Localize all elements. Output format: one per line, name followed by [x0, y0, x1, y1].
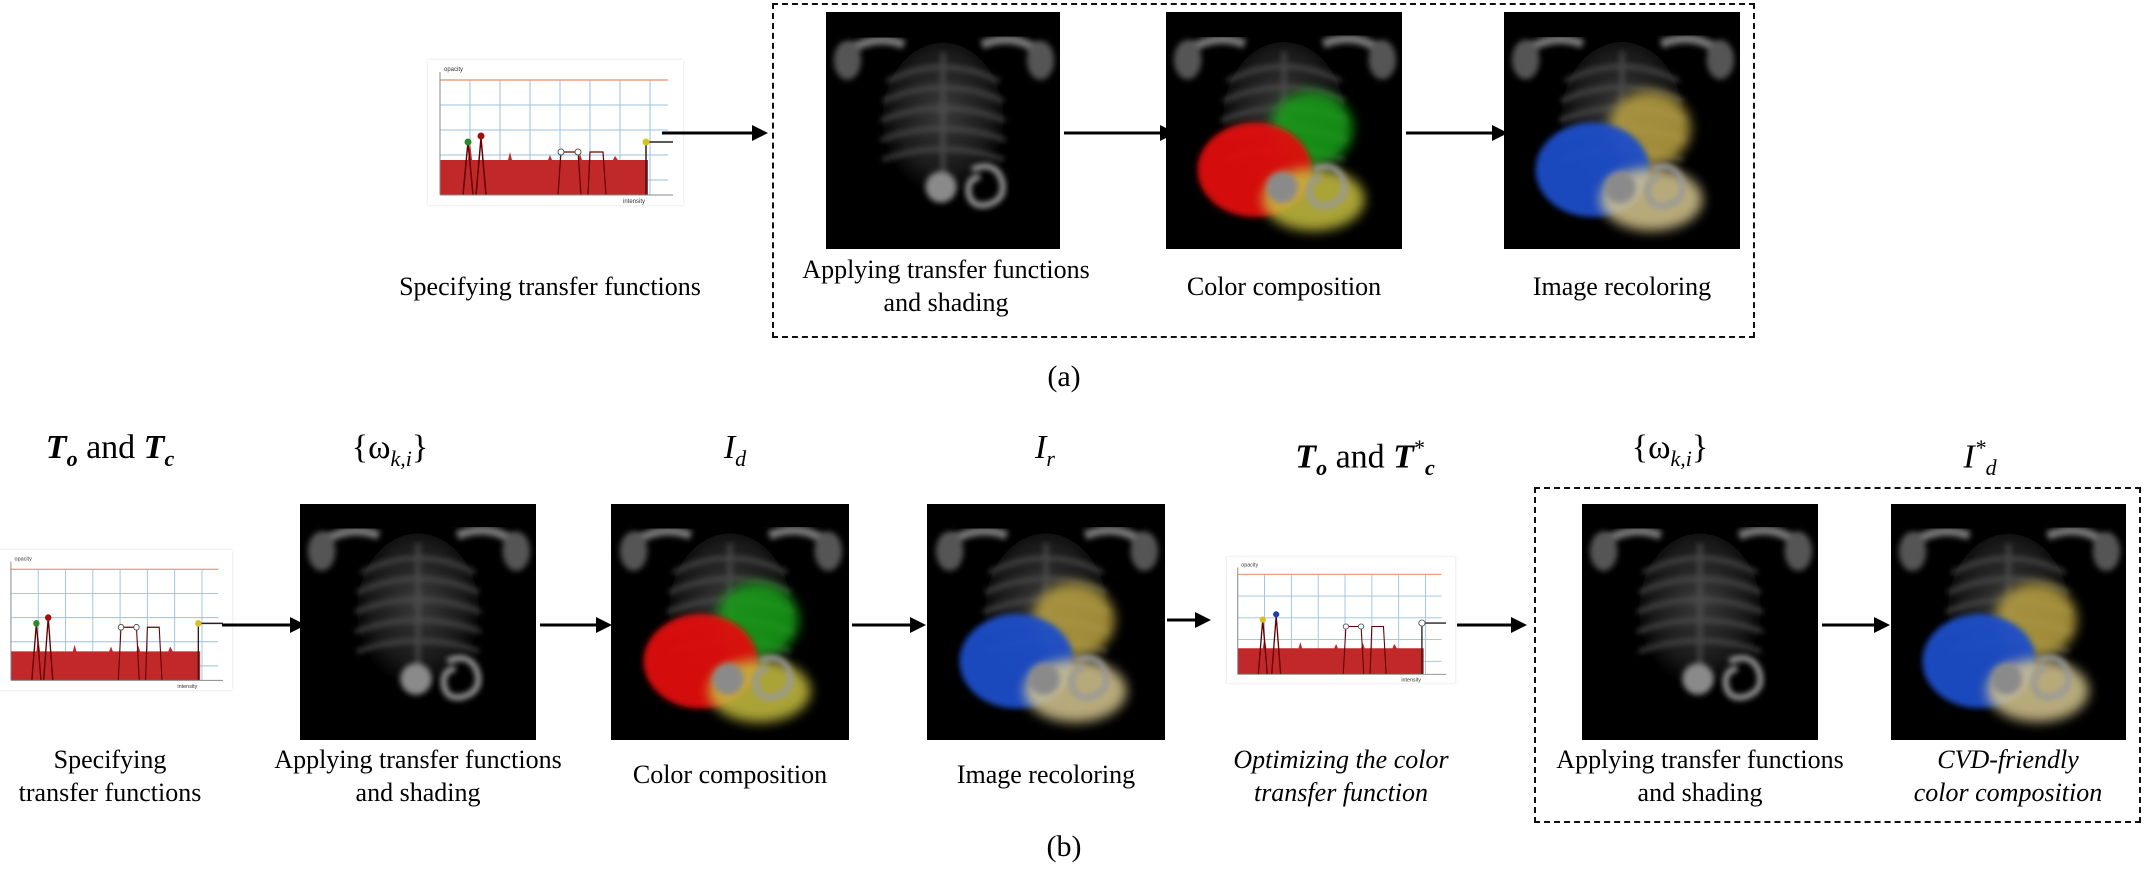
- label-b-optimize: Optimizing the color transfer function: [1233, 745, 1449, 807]
- transfer-function-chart-b1: opacity intensity: [0, 550, 232, 690]
- label-b-shade: Applying transfer functions and shading: [274, 745, 562, 807]
- tf-b2-y-label: opacity: [1241, 563, 1258, 569]
- render-shading-b2: [1582, 504, 1818, 740]
- label-b-tf: Specifying transfer functions: [18, 745, 202, 807]
- tf-b1-x-label: intensity: [177, 684, 197, 690]
- caption-b: (b): [1046, 830, 1082, 863]
- arrow-b1: [222, 617, 306, 633]
- arrow-b6: [1822, 617, 1890, 633]
- math-id: Id: [723, 429, 747, 471]
- arrow-b3: [852, 617, 926, 633]
- label-a-recolor: Image recoloring: [1532, 272, 1712, 301]
- label-a-shade: Applying transfer functions and shading: [802, 255, 1090, 317]
- math-omega-1: {ωk,i}: [351, 429, 429, 471]
- arrow-b5: [1457, 617, 1527, 633]
- arrow-a3: [1406, 125, 1508, 141]
- math-id-star: I*d: [1963, 435, 1997, 481]
- render-composition-a: [1166, 12, 1402, 249]
- tf-b2-x-label: intensity: [1401, 677, 1421, 683]
- arrow-a2: [1064, 125, 1172, 141]
- math-to-and-tc-star: To and T*c: [1295, 435, 1435, 481]
- math-ir: Ir: [1035, 429, 1055, 471]
- label-a-compose: Color composition: [1186, 272, 1382, 301]
- render-shading-a: [826, 12, 1060, 249]
- pipeline-box-a: [772, 3, 1755, 338]
- render-shading-b1: [300, 504, 536, 740]
- math-omega-2: {ωk,i}: [1631, 429, 1709, 471]
- pipeline-box-b: [1534, 487, 2141, 823]
- label-a-tf: Specifying transfer functions: [399, 272, 701, 301]
- transfer-function-chart-a: opacity intensity: [428, 60, 683, 205]
- tf-y-label: opacity: [444, 67, 463, 73]
- transfer-function-chart-b2: opacity intensity: [1227, 557, 1455, 683]
- tf-x-label: intensity: [623, 199, 645, 205]
- caption-a: (a): [1047, 360, 1081, 393]
- render-recolor-b: [927, 504, 1165, 740]
- label-b-recolor: Image recoloring: [956, 760, 1136, 789]
- arrow-a1: [662, 125, 768, 141]
- math-to-and-tc: To and Tc: [45, 429, 175, 471]
- arrow-b4: [1167, 612, 1211, 628]
- label-b-cvd: CVD-friendly color composition: [1913, 745, 2103, 807]
- label-b-compose: Color composition: [632, 760, 828, 789]
- render-composition-b: [611, 504, 849, 740]
- label-b-shade2: Applying transfer functions and shading: [1556, 745, 1844, 807]
- arrow-b2: [540, 617, 612, 633]
- render-recolor-a: [1504, 12, 1740, 249]
- render-cvd-friendly: [1891, 504, 2126, 740]
- tf-b1-y-label: opacity: [15, 557, 32, 563]
